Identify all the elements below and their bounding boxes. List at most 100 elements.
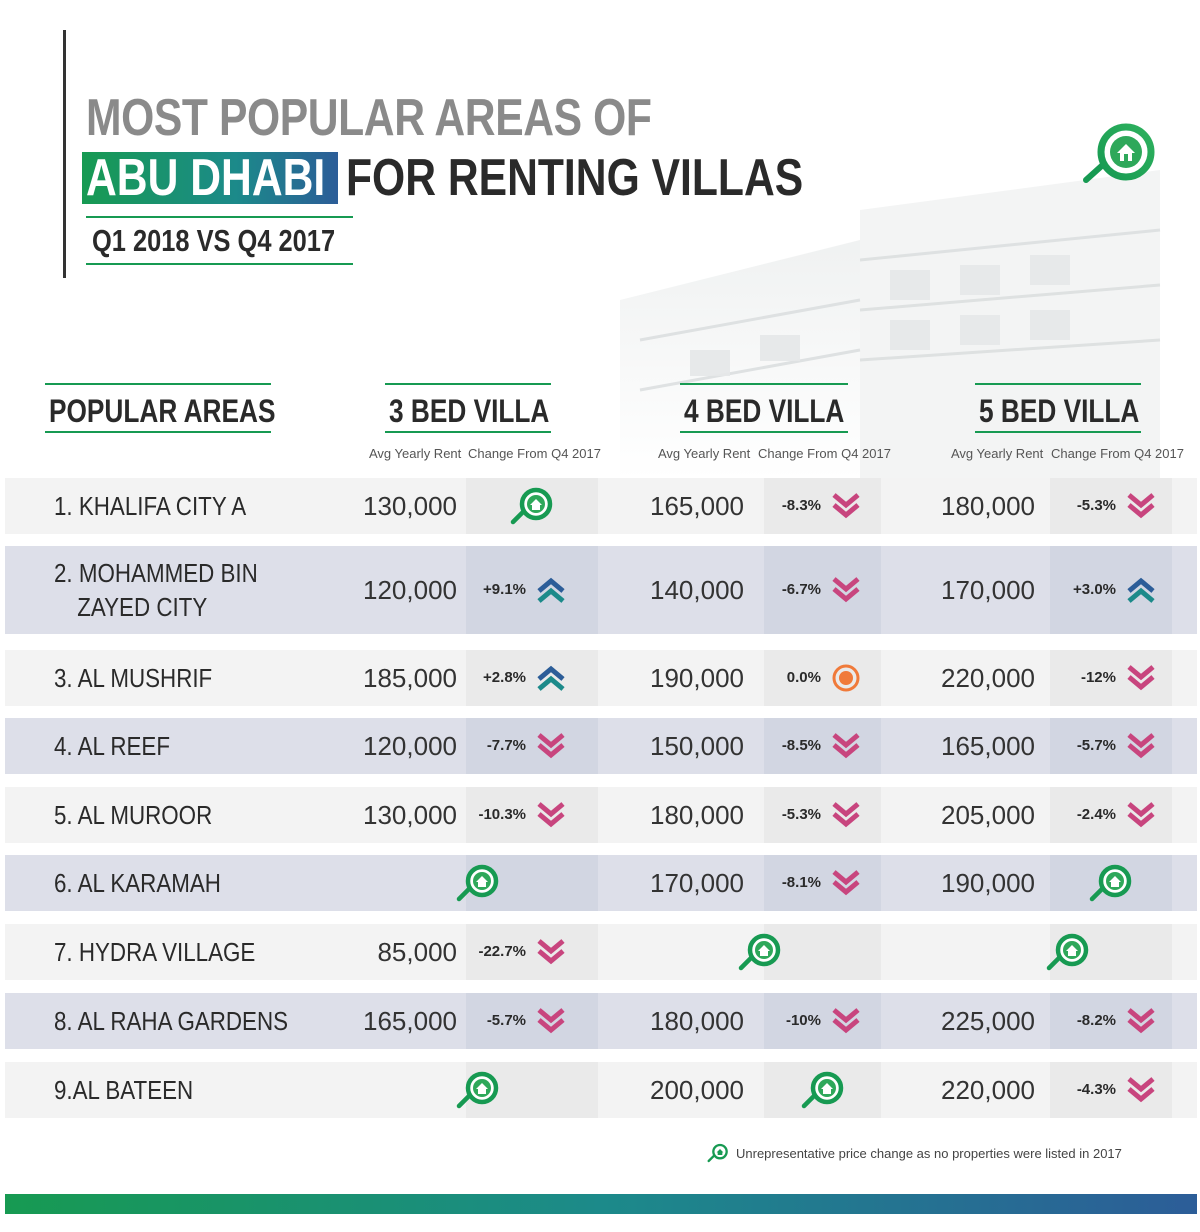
bed3-change: -22.7% bbox=[478, 943, 526, 960]
subheader-3bed-change: Change From Q4 2017 bbox=[468, 446, 601, 461]
house-magnifier-icon bbox=[455, 863, 501, 903]
header-5bed-label: 5 BED VILLA bbox=[979, 393, 1140, 429]
arrow-down-icon bbox=[535, 1005, 567, 1037]
area-name: 3. AL MUSHRIF bbox=[54, 663, 213, 693]
area-name: 2. MOHAMMED BIN ZAYED CITY bbox=[54, 558, 258, 622]
change-column-shade bbox=[764, 718, 881, 774]
bed4-rent: 140,000 bbox=[650, 575, 744, 605]
bed5-rent: 220,000 bbox=[941, 1075, 1035, 1105]
arrow-down-icon bbox=[830, 730, 862, 762]
bed5-change: -12% bbox=[1080, 669, 1116, 686]
arrow-down-icon bbox=[1125, 662, 1157, 694]
bed5-rent: 180,000 bbox=[941, 491, 1035, 521]
bed4-rent: 165,000 bbox=[650, 491, 744, 521]
table-row: 7. HYDRA VILLAGE 85,000 -22.7% bbox=[5, 924, 1197, 980]
bed5-rent: 220,000 bbox=[941, 663, 1035, 693]
bed5-change: -5.3% bbox=[1076, 497, 1116, 514]
area-name: 1. KHALIFA CITY A bbox=[54, 491, 247, 521]
table-row: 1. KHALIFA CITY A 130,000 165,000 -8.3% 180,… bbox=[5, 478, 1197, 534]
bed5-rent: 165,000 bbox=[941, 731, 1035, 761]
arrow-down-icon bbox=[830, 574, 862, 606]
title-highlight-text: ABU DHABI bbox=[86, 149, 326, 207]
bed5-change: -4.3% bbox=[1076, 1081, 1116, 1098]
table-row: 9.AL BATEEN 200,000 220,000 -4.3% bbox=[5, 1062, 1197, 1118]
subheader-4bed-rent: Avg Yearly Rent bbox=[658, 446, 751, 461]
bed4-rent: 180,000 bbox=[650, 1006, 744, 1036]
change-column-shade bbox=[466, 787, 598, 843]
table-row: 4. AL REEF 120,000 -7.7% 150,000 -8.5% 165,00… bbox=[5, 718, 1197, 774]
house-magnifier-icon bbox=[737, 932, 783, 972]
house-magnifier-icon bbox=[800, 1070, 846, 1110]
subtitle: Q1 2018 VS Q4 2017 bbox=[92, 223, 336, 258]
change-column-shade bbox=[466, 650, 598, 706]
area-name: 4. AL REEF bbox=[54, 731, 170, 761]
change-column-shade bbox=[466, 993, 598, 1049]
arrow-down-icon bbox=[535, 936, 567, 968]
arrow-down-icon bbox=[1125, 1074, 1157, 1106]
change-column-shade bbox=[764, 787, 881, 843]
bed4-rent: 200,000 bbox=[650, 1075, 744, 1105]
table-row: 3. AL MUSHRIF 185,000 +2.8% 190,000 0.0% 220,… bbox=[5, 650, 1197, 706]
bed3-change: -5.7% bbox=[486, 1012, 526, 1029]
header-accent-line bbox=[63, 30, 66, 278]
change-column-shade bbox=[764, 546, 881, 634]
change-column-shade bbox=[764, 855, 881, 911]
change-column-shade bbox=[764, 650, 881, 706]
legend: Unrepresentative price change as no prop… bbox=[706, 1143, 1122, 1166]
subheader-3bed-rent: Avg Yearly Rent bbox=[369, 446, 462, 461]
table-row: 5. AL MUROOR 130,000 -10.3% 180,000 -5.3% 205… bbox=[5, 787, 1197, 843]
arrow-up-icon bbox=[535, 574, 567, 606]
area-name: 8. AL RAHA GARDENS bbox=[54, 1006, 289, 1036]
arrow-up-icon bbox=[1125, 574, 1157, 606]
bed3-rent: 165,000 bbox=[363, 1006, 457, 1036]
arrow-down-icon bbox=[1125, 730, 1157, 762]
arrow-down-icon bbox=[535, 799, 567, 831]
bed5-rent: 190,000 bbox=[941, 868, 1035, 898]
house-magnifier-icon bbox=[1088, 863, 1134, 903]
bed5-change: -2.4% bbox=[1076, 806, 1116, 823]
bed4-change: -10% bbox=[785, 1012, 821, 1029]
bed5-change: -8.2% bbox=[1076, 1012, 1116, 1029]
bed4-rent: 190,000 bbox=[650, 663, 744, 693]
area-name: 5. AL MUROOR bbox=[54, 800, 213, 830]
bed4-change: -5.3% bbox=[781, 806, 821, 823]
bed5-change: -5.7% bbox=[1076, 737, 1116, 754]
header-4bed-label: 4 BED VILLA bbox=[684, 393, 845, 429]
header-areas-label: POPULAR AREAS bbox=[49, 393, 276, 429]
bed3-change: +2.8% bbox=[483, 669, 526, 686]
bed3-rent: 120,000 bbox=[363, 575, 457, 605]
bed3-rent: 130,000 bbox=[363, 800, 457, 830]
subtitle-rule-bottom bbox=[86, 263, 353, 265]
change-column-shade bbox=[466, 718, 598, 774]
bed3-change: -10.3% bbox=[478, 806, 526, 823]
no-change-icon bbox=[830, 662, 862, 694]
arrow-down-icon bbox=[830, 799, 862, 831]
change-column-shade bbox=[764, 478, 881, 534]
bed5-rent: 225,000 bbox=[941, 1006, 1035, 1036]
title-line-1: MOST POPULAR AREAS OF bbox=[86, 89, 652, 147]
arrow-up-icon bbox=[535, 662, 567, 694]
arrow-down-icon bbox=[830, 490, 862, 522]
change-column-shade bbox=[764, 924, 881, 980]
house-magnifier-icon bbox=[455, 1070, 501, 1110]
house-magnifier-logo-icon bbox=[1083, 123, 1155, 183]
subheader-4bed-change: Change From Q4 2017 bbox=[758, 446, 891, 461]
bed4-change: -8.3% bbox=[781, 497, 821, 514]
arrow-down-icon bbox=[535, 730, 567, 762]
legend-text: Unrepresentative price change as no prop… bbox=[736, 1145, 1122, 1161]
bed3-change: +9.1% bbox=[483, 581, 526, 598]
bed3-rent: 185,000 bbox=[363, 663, 457, 693]
bed5-rent: 170,000 bbox=[941, 575, 1035, 605]
subtitle-rule-top bbox=[86, 216, 353, 218]
legend-house-magnifier-icon bbox=[706, 1143, 730, 1166]
arrow-down-icon bbox=[830, 1005, 862, 1037]
bed5-change: +3.0% bbox=[1073, 581, 1116, 598]
area-name: 6. AL KARAMAH bbox=[54, 868, 221, 898]
bed4-rent: 170,000 bbox=[650, 868, 744, 898]
house-magnifier-icon bbox=[1045, 932, 1091, 972]
bed4-change: 0.0% bbox=[786, 669, 821, 686]
bed3-change: -7.7% bbox=[486, 737, 526, 754]
subheader-5bed-rent: Avg Yearly Rent bbox=[951, 446, 1044, 461]
change-column-shade bbox=[466, 924, 598, 980]
bed4-change: -8.1% bbox=[781, 874, 821, 891]
